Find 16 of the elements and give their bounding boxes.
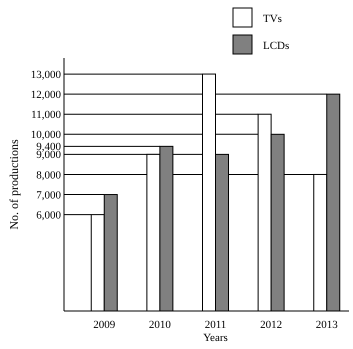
y-tick-label: 12,000 bbox=[30, 88, 62, 101]
x-tick-label: 2012 bbox=[260, 319, 282, 331]
y-tick-label: 10,000 bbox=[30, 129, 62, 142]
x-axis-title: Years bbox=[203, 332, 228, 344]
legend-label: LCDs bbox=[263, 40, 290, 52]
legend-label: TVs bbox=[263, 12, 282, 25]
x-tick-label: 2010 bbox=[148, 319, 172, 331]
y-tick-label: 7,000 bbox=[36, 189, 62, 202]
x-tick-label: 2011 bbox=[204, 319, 226, 331]
y-tick-label: 6,000 bbox=[36, 209, 62, 222]
y-tick-label: 13,000 bbox=[30, 68, 62, 81]
x-tick-label: 2009 bbox=[93, 319, 116, 331]
y-tick-label: 11,000 bbox=[31, 109, 62, 122]
x-tick-label: 2013 bbox=[316, 319, 338, 331]
y-axis-title: No. of productions bbox=[7, 139, 21, 230]
y-tick-label: 8,000 bbox=[36, 169, 62, 182]
